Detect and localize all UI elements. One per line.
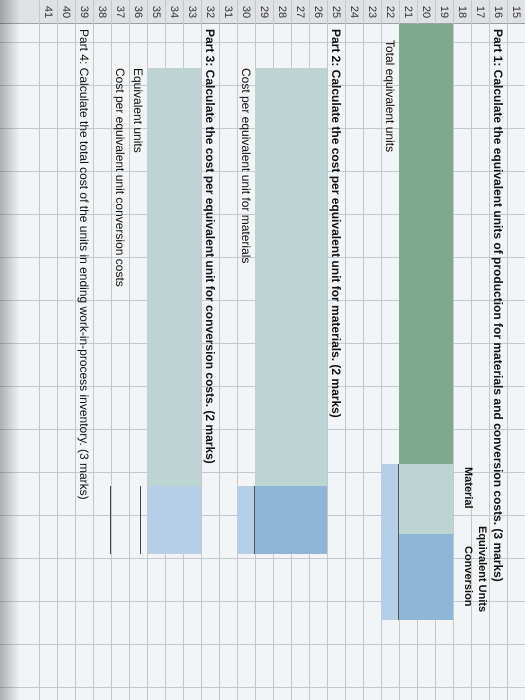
row-36: 36 Equivalent units: [129, 0, 147, 700]
part4-heading[interactable]: Part 4: Calculate the total cost of the …: [77, 29, 91, 500]
row-number[interactable]: 37: [114, 5, 126, 19]
row-number[interactable]: 15: [510, 5, 522, 19]
row-number[interactable]: 17: [474, 5, 486, 19]
part1-conversion-cells[interactable]: [399, 534, 453, 620]
photo-edge-shadow: [0, 0, 20, 700]
row-number[interactable]: 27: [294, 5, 306, 19]
part2-heading[interactable]: Part 2: Calculate the cost per equivalen…: [329, 29, 343, 418]
row-41: 41: [39, 0, 57, 700]
row-number[interactable]: 16: [492, 5, 504, 19]
row-number[interactable]: 33: [186, 5, 198, 19]
equivalent-units-title: Equivalent Units: [476, 526, 488, 613]
row-number[interactable]: 23: [366, 5, 378, 19]
row-number[interactable]: 31: [222, 5, 234, 19]
equivalent-units-label[interactable]: Equivalent units: [131, 68, 145, 153]
row-25: 25 Part 2: Calculate the cost per equiva…: [327, 0, 345, 700]
part1-material-cells[interactable]: [399, 464, 453, 534]
row-number[interactable]: 36: [132, 5, 144, 19]
part3-divider-1: [140, 486, 141, 554]
part1-heading[interactable]: Part 1: Calculate the equivalent units o…: [491, 29, 505, 582]
row-number[interactable]: 21: [402, 5, 414, 19]
cost-per-unit-materials-label[interactable]: Cost per equivalent unit for materials: [239, 68, 253, 264]
row-number[interactable]: 32: [204, 5, 216, 19]
part3-value-cells[interactable]: [147, 486, 201, 554]
conversion-column-header: Conversion: [462, 546, 474, 607]
row-number[interactable]: 20: [420, 5, 432, 19]
row-number[interactable]: 26: [312, 5, 324, 19]
row-number[interactable]: 29: [258, 5, 270, 19]
row-number[interactable]: 38: [96, 5, 108, 19]
row-31: 31: [219, 0, 237, 700]
row-40: 40: [57, 0, 75, 700]
row-15: 15: [507, 0, 525, 700]
part2-value-cells[interactable]: [255, 486, 327, 554]
part2-input-block[interactable]: [255, 68, 327, 486]
row-number[interactable]: 24: [348, 5, 360, 19]
material-column-header: Material: [462, 467, 474, 509]
total-equivalent-units-label[interactable]: Total equivalent units: [383, 40, 397, 153]
part3-divider-2: [110, 486, 111, 554]
row-number[interactable]: 39: [78, 5, 90, 19]
total-equivalent-units-cells[interactable]: [381, 464, 399, 620]
row-24: 24: [345, 0, 363, 700]
row-number[interactable]: 19: [438, 5, 450, 19]
row-number[interactable]: 35: [150, 5, 162, 19]
row-number[interactable]: 30: [240, 5, 252, 19]
row-30: 30 Cost per equivalent unit for material…: [237, 0, 255, 700]
row-number[interactable]: 41: [42, 5, 54, 19]
cost-per-unit-conversion-label[interactable]: Cost per equivalent unit conversion cost…: [113, 68, 127, 287]
row-16: 16 Part 1: Calculate the equivalent unit…: [489, 0, 507, 700]
row-number[interactable]: 25: [330, 5, 342, 19]
row-32: 32 Part 3: Calculate the cost per equiva…: [201, 0, 219, 700]
row-number[interactable]: 22: [384, 5, 396, 19]
part3-input-block[interactable]: [147, 68, 201, 486]
row-23: 23: [363, 0, 381, 700]
row-number[interactable]: 40: [60, 5, 72, 19]
row-38: 38: [93, 0, 111, 700]
part3-heading[interactable]: Part 3: Calculate the cost per equivalen…: [203, 29, 217, 464]
row-number[interactable]: 18: [456, 5, 468, 19]
row-37: 37 Cost per equivalent unit conversion c…: [111, 0, 129, 700]
row-number[interactable]: 34: [168, 5, 180, 19]
materials-cost-result-cell[interactable]: [237, 486, 255, 554]
row-number[interactable]: 28: [276, 5, 288, 19]
row-39: 39 Part 4: Calculate the total cost of t…: [75, 0, 93, 700]
part1-input-block[interactable]: [399, 24, 453, 464]
